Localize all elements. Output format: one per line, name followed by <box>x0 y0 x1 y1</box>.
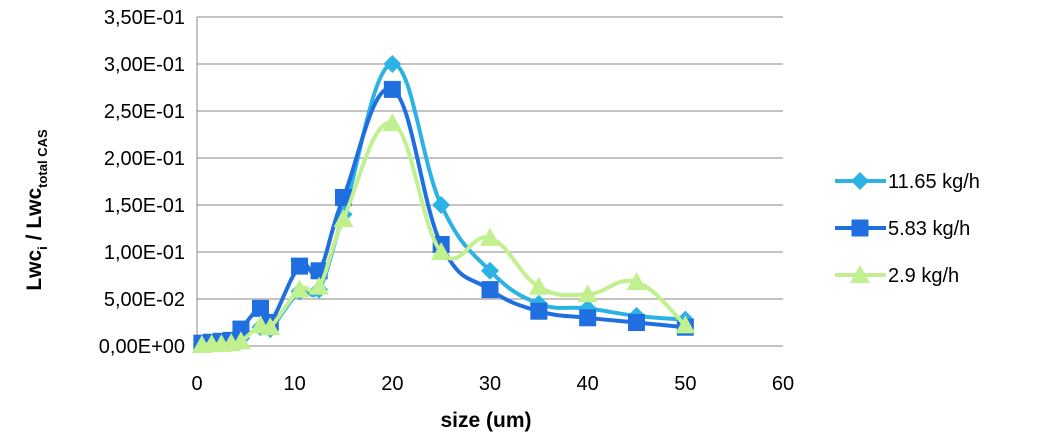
x-tick-label: 30 <box>479 373 501 395</box>
series-3 <box>191 113 696 354</box>
data-point <box>481 281 499 299</box>
x-tick-label: 50 <box>674 373 696 395</box>
y-tick-label: 2,00E-01 <box>104 148 185 170</box>
x-axis-title: size (um) <box>440 409 531 432</box>
x-axis-ticks: 0 10 20 30 40 50 60 <box>191 373 794 395</box>
series-line <box>201 86 686 346</box>
x-tick-label: 0 <box>191 373 202 395</box>
y-axis-ticks: 0,00E+00 5,00E-02 1,00E-01 1,50E-01 2,00E-01… <box>99 7 185 358</box>
x-tick-label: 20 <box>381 373 403 395</box>
y-tick-label: 3,00E-01 <box>104 54 185 76</box>
legend-label: 5.83 kg/h <box>888 218 970 240</box>
data-point <box>230 331 251 350</box>
series-group <box>191 55 696 354</box>
data-point <box>333 209 354 228</box>
data-point <box>481 261 499 280</box>
legend-marker <box>850 265 870 283</box>
data-point <box>431 242 452 260</box>
legend-item: 11.65 kg/h <box>835 171 980 193</box>
data-point <box>628 314 645 331</box>
legend: 11.65 kg/h 5.83 kg/h 2.9 kg/h <box>835 171 980 287</box>
data-point <box>335 188 352 206</box>
y-tick-label: 1,00E-01 <box>104 242 185 264</box>
legend-marker <box>851 219 869 237</box>
x-tick-label: 60 <box>772 373 794 395</box>
y-axis-title-sub2: total CAS <box>35 129 50 188</box>
legend-item: 2.9 kg/h <box>835 265 959 287</box>
y-tick-label: 2,50E-01 <box>104 101 185 123</box>
data-point <box>626 272 647 291</box>
y-tick-label: 1,50E-01 <box>104 195 185 217</box>
y-tick-label: 5,00E-02 <box>104 289 185 311</box>
data-point <box>480 227 500 246</box>
legend-marker <box>851 172 869 190</box>
data-point <box>382 113 403 132</box>
data-point <box>383 55 402 73</box>
data-point <box>309 276 330 295</box>
y-axis-title-sub1: i <box>35 246 50 250</box>
data-point <box>260 317 281 336</box>
data-point <box>251 299 269 317</box>
legend-label: 11.65 kg/h <box>888 171 980 193</box>
y-tick-label: 0,00E+00 <box>99 336 185 358</box>
y-axis-title-main: Lwc <box>23 250 46 291</box>
legend-item: 5.83 kg/h <box>835 218 970 240</box>
data-point <box>528 276 549 295</box>
y-tick-label: 3,50E-01 <box>104 7 185 29</box>
data-point <box>577 284 598 303</box>
y-axis-title-sep: / Lwc <box>23 188 46 247</box>
y-axis-title: Lwci / Lwctotal CAS <box>23 129 50 291</box>
data-point <box>579 309 597 327</box>
data-point <box>530 302 548 320</box>
data-point <box>383 80 401 98</box>
data-point <box>289 279 310 298</box>
x-tick-label: 10 <box>284 373 306 395</box>
data-point <box>675 315 696 334</box>
x-tick-label: 40 <box>577 373 599 395</box>
series-2 <box>193 80 694 352</box>
data-point <box>291 257 309 275</box>
legend-label: 2.9 kg/h <box>888 265 959 287</box>
data-point <box>432 196 451 214</box>
data-point <box>232 320 250 338</box>
